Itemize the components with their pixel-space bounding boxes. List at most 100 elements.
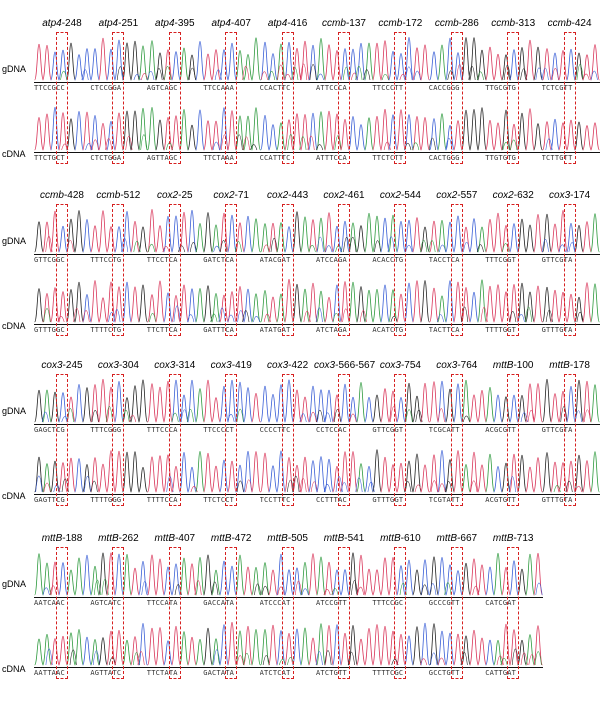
trace-shoulder [447, 70, 455, 81]
trace-peak [163, 292, 173, 323]
trace-shoulder [347, 651, 355, 666]
editing-site-panel: mttB-667 GCCCGTT GCCTGTT [428, 533, 487, 683]
trace-shoulder [510, 139, 518, 151]
trace-peak [509, 223, 519, 253]
gdna-chromatogram [372, 556, 431, 596]
cdna-sequence: TTTTGGG [90, 494, 149, 504]
gdna-chromatogram [259, 553, 318, 596]
trace-peak [122, 451, 133, 493]
gdna-chromatogram [90, 210, 149, 253]
trace-shoulder [213, 649, 221, 666]
trace-peak [171, 563, 181, 596]
site-label: mttB-262 [88, 533, 148, 544]
site-label: cox2-71 [201, 190, 261, 201]
edited-base-highlight [563, 374, 576, 506]
trace-peak [549, 118, 560, 151]
trace-shoulder [60, 70, 68, 81]
trace-shoulder [236, 655, 244, 666]
trace-peak [589, 44, 600, 81]
site-label: cox2-557 [427, 190, 487, 201]
trace-shoulder [125, 135, 133, 151]
edited-base-highlight [507, 547, 520, 679]
trace-peak [509, 49, 519, 81]
edited-base-highlight [394, 547, 407, 679]
trace-shoulder [349, 236, 357, 253]
cdna-row-label: cDNA [2, 491, 26, 501]
trace-peak [58, 225, 68, 253]
trace-peak [90, 639, 101, 666]
edited-base-highlight [281, 547, 294, 679]
gdna-sequence: TTTCCGC [372, 597, 431, 607]
site-position: -667 [457, 533, 478, 544]
trace-shoulder [509, 476, 517, 493]
cdna-chromatogram [147, 280, 205, 323]
trace-peak [299, 216, 310, 253]
trace-peak [348, 552, 358, 596]
editing-site-panel: mttB-188 AATCAAC AATTAAC [34, 533, 92, 683]
site-position: -505 [287, 533, 308, 544]
trace-peak [461, 635, 471, 666]
editing-site-panel: ccmb-512 TTTCCTG TTTTCTG [90, 190, 149, 340]
trace-shoulder [428, 137, 436, 151]
trace-peak [485, 639, 495, 666]
trace-peak [235, 115, 245, 151]
trace-peak [412, 626, 423, 666]
trace-peak [453, 570, 463, 596]
edited-base-highlight [394, 204, 407, 336]
trace-peak [179, 451, 189, 493]
trace-peak [324, 110, 334, 151]
trace-peak [259, 290, 270, 323]
trace-peak [445, 564, 455, 596]
site-label: mttB-100 [483, 360, 543, 371]
site-position: -251 [118, 18, 139, 29]
trace-peak [227, 379, 237, 423]
trace-peak [74, 458, 84, 493]
trace-peak [533, 213, 543, 253]
trace-shoulder [236, 480, 244, 493]
editing-site-panel: mttB-713 CATCGAT CATTGAT [485, 533, 544, 683]
trace-peak [348, 624, 358, 666]
trace-peak [74, 557, 84, 596]
trace-peak [501, 566, 511, 596]
trace-peak [299, 627, 310, 666]
trace-shoulder [245, 479, 253, 493]
site-position: -419 [231, 360, 252, 371]
cdna-chromatogram [259, 450, 318, 493]
trace-peak [155, 52, 165, 81]
editing-site-panel: atp4-407 TTCCAAA TTCTAAA [203, 18, 262, 168]
trace-peak [573, 121, 584, 151]
site-label: cox3-764 [427, 360, 487, 371]
site-label: cox3-754 [370, 360, 430, 371]
trace-peak [50, 391, 60, 423]
edited-base-highlight [225, 547, 238, 679]
trace-peak [573, 379, 584, 423]
gene-name: cox2 [492, 190, 514, 201]
edited-base-highlight [281, 204, 294, 336]
site-label: cox2-544 [370, 190, 430, 201]
trace-peak [356, 225, 366, 253]
trace-shoulder [502, 142, 510, 151]
edited-base-highlight [338, 32, 350, 164]
edited-base-highlight [56, 547, 68, 679]
gene-name: mttB [323, 533, 345, 544]
trace-peak [147, 106, 157, 151]
trace-shoulder [91, 480, 99, 493]
gdna-chromatogram [429, 37, 487, 81]
trace-shoulder [73, 308, 81, 323]
trace-shoulder [470, 480, 478, 493]
trace-peak [267, 624, 278, 666]
trace-peak [130, 451, 141, 493]
trace-shoulder [534, 651, 542, 666]
trace-peak [66, 289, 76, 323]
trace-peak [340, 220, 350, 253]
trace-peak [163, 380, 173, 423]
trace-peak [219, 624, 229, 666]
trace-peak [557, 50, 568, 81]
trace-peak [485, 46, 495, 81]
trace-shoulder [502, 243, 510, 253]
site-position: -71 [234, 190, 249, 201]
trace-peak [372, 569, 383, 596]
trace-shoulder [254, 583, 262, 596]
cdna-sequence: AGTTATC [90, 667, 149, 677]
trace-peak [219, 212, 229, 253]
